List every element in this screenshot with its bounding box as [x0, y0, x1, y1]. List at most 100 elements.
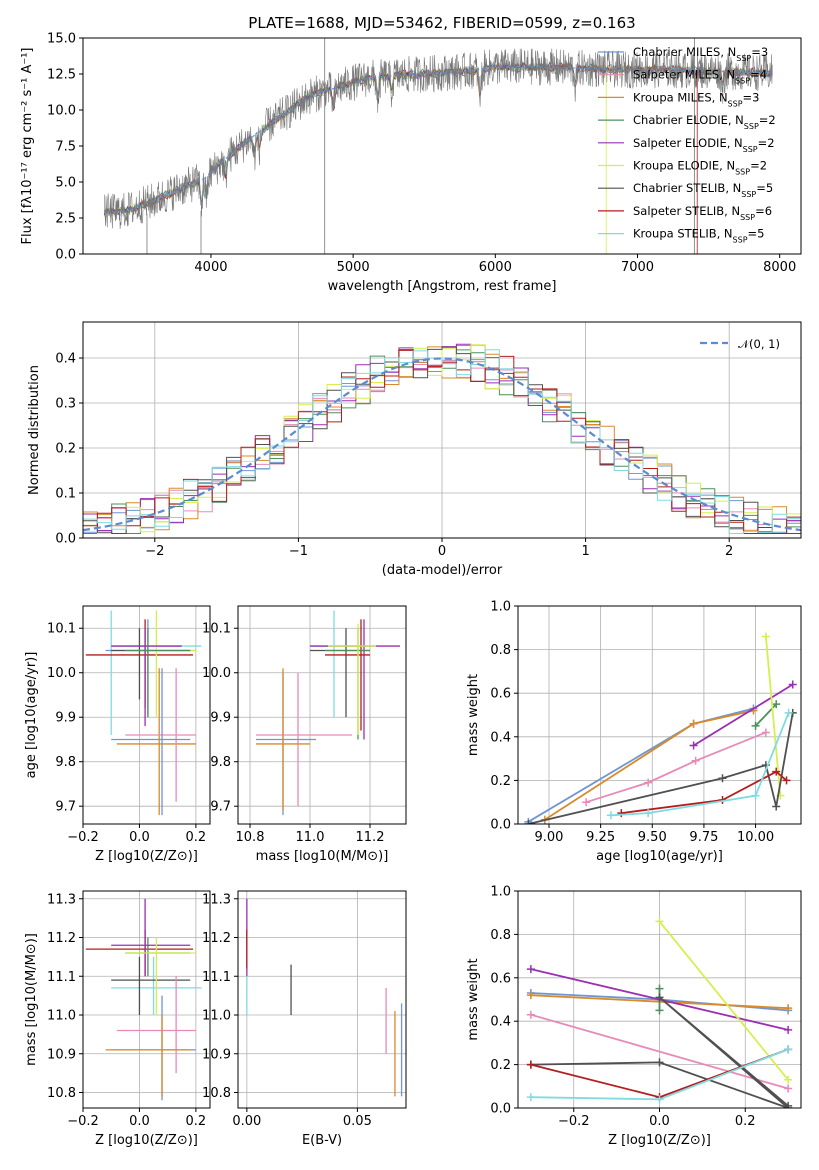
y-tick-label: 0.1: [55, 487, 76, 502]
series-marker: [655, 1058, 664, 1067]
x-tick-label: 0.2: [186, 830, 207, 845]
series-marker: [655, 917, 664, 926]
series-line-salpeter-stelib: [621, 770, 788, 814]
legend-subscript: SSP: [735, 76, 750, 85]
series-marker: [689, 719, 698, 728]
x-tick-label: −2: [145, 544, 164, 559]
x-tick-label: 8000: [763, 260, 796, 275]
observed-spectrum: [104, 48, 773, 230]
y-tick-label: 10.8: [202, 1086, 231, 1101]
legend-label: Chabrier MILES, NSSP=3: [633, 45, 768, 63]
x-tick-label: 9.75: [689, 830, 718, 845]
legend-count: =3: [743, 90, 760, 104]
plot-area: [524, 632, 797, 824]
legend-subscript: SSP: [736, 54, 751, 63]
series-marker: [655, 1095, 664, 1104]
axes-spectrum: 4000 5000 6000 7000 8000 0.0 2.5 5.0 7.5 10.0 12.5…: [20, 32, 802, 294]
x-tick-label: 0.00: [232, 1114, 261, 1129]
axes-frame: [237, 890, 407, 1109]
y-tick-label: 1.0: [490, 885, 511, 900]
series-marker: [784, 1045, 793, 1054]
series-marker: [691, 756, 700, 765]
legend-label: Kroupa STELIB, NSSP=5: [633, 227, 764, 245]
y-axis-label: Normed distribution: [27, 365, 42, 495]
plot-area: [256, 610, 400, 816]
plot-area: [85, 610, 202, 816]
y-axis-label: age [log10(age/yr)]: [24, 652, 39, 779]
x-tick-label: −0.2: [558, 1114, 590, 1129]
series-marker: [644, 778, 653, 787]
y-tick-label: 10.1: [47, 622, 76, 637]
x-axis-label: age [log10(age/yr)]: [596, 849, 723, 864]
x-tick-label: 9.50: [638, 830, 667, 845]
legend-subscript: SSP: [735, 167, 750, 176]
series-marker: [582, 798, 591, 807]
series-marker: [526, 1093, 535, 1102]
series-marker: [782, 776, 791, 785]
legend-count: =6: [755, 204, 772, 218]
series-marker: [526, 1010, 535, 1019]
series-line-kroupa-stelib: [610, 712, 790, 817]
series-line-salpeter-elodie: [693, 683, 794, 747]
x-axis-label: wavelength [Angstrom, rest frame]: [328, 279, 557, 294]
series-marker: [772, 700, 781, 709]
series-marker: [617, 809, 626, 818]
series-marker: [784, 1075, 793, 1084]
x-tick-label: 4000: [194, 260, 227, 275]
figure-title: PLATE=1688, MJD=53462, FIBERID=0599, z=0…: [248, 14, 635, 32]
series-marker: [784, 1101, 793, 1108]
series-marker: [761, 632, 770, 641]
y-tick-label: 11.1: [202, 970, 231, 985]
y-tick-label: 0.8: [490, 643, 511, 658]
axes-frame: [82, 37, 802, 255]
x-tick-label: −0.2: [67, 830, 99, 845]
series-marker: [689, 741, 698, 750]
y-tick-label: 0.2: [55, 442, 76, 457]
y-tick-label: 0.2: [490, 774, 511, 789]
y-tick-label: 10.1: [202, 622, 231, 637]
legend-label: Chabrier STELIB, NSSP=5: [633, 181, 773, 199]
x-axis-label: (data-model)/error: [382, 563, 503, 578]
y-tick-label: 10.0: [202, 666, 231, 681]
x-tick-label: 0.05: [343, 1114, 372, 1129]
y-tick-label: 9.9: [210, 711, 231, 726]
y-tick-label: 11.1: [47, 970, 76, 985]
y-tick-label: 10.0: [47, 104, 76, 119]
series-line-kroupa-elodie: [658, 920, 789, 1081]
histogram-chabrier-stelib: [83, 346, 801, 534]
series-line-salpeter-miles: [530, 1013, 789, 1090]
series-marker: [751, 791, 760, 800]
y-tick-label: 0.0: [490, 1102, 511, 1117]
plot-area: [246, 898, 403, 1097]
axes-frame: [82, 890, 211, 1109]
y-tick-label: 0.0: [490, 818, 511, 833]
x-tick-label: 9.00: [535, 830, 564, 845]
axes-frame: [82, 321, 802, 539]
y-tick-label: 2.5: [55, 212, 76, 227]
axes-frame: [517, 605, 802, 825]
legend-label: Chabrier ELODIE, NSSP=2: [633, 113, 776, 131]
y-tick-label: 0.4: [55, 352, 76, 367]
y-tick-label: 0.2: [490, 1058, 511, 1073]
x-tick-label: 0.2: [735, 1114, 756, 1129]
y-tick-label: 0.4: [490, 730, 511, 745]
legend-subscript: SSP: [733, 235, 748, 244]
y-tick-label: 10.9: [47, 1047, 76, 1062]
y-tick-label: 12.5: [47, 68, 76, 83]
y-axis-label: mass [log10(M/M⊙)]: [24, 933, 39, 1066]
y-tick-label: 9.7: [55, 800, 76, 815]
x-tick-label: 11.0: [296, 830, 325, 845]
y-axis-label: mass weight: [466, 674, 481, 756]
y-tick-label: 9.8: [55, 755, 76, 770]
series-line-salpeter-miles: [585, 731, 767, 804]
y-tick-label: 9.8: [210, 755, 231, 770]
legend-label: Kroupa ELODIE, NSSP=2: [633, 159, 767, 177]
legend-subscript: SSP: [740, 212, 755, 221]
plot-area: [83, 343, 801, 534]
series-line-kroupa-elodie: [765, 636, 782, 796]
series-marker: [772, 767, 781, 776]
x-tick-label: 6000: [479, 260, 512, 275]
series-line-chabrier-stelib: [530, 996, 789, 1108]
x-tick-label: 2: [725, 544, 733, 559]
